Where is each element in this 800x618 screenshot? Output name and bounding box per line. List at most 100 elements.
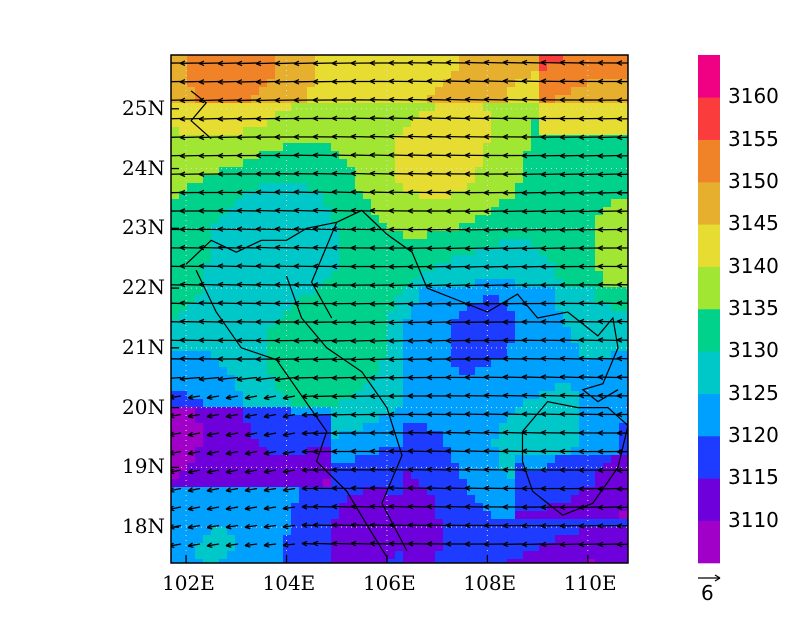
wind-vector [388,226,410,233]
wind-vector [521,504,543,510]
wind-vector [331,282,353,288]
wind-vector [464,245,486,252]
wind-vector [578,430,600,436]
wind-vector [217,97,239,104]
wind-vector [483,152,505,159]
wind-vector [445,264,467,270]
wind-vector [187,542,201,549]
wind-vector [597,134,619,141]
wind-vector [407,374,429,381]
wind-vector [388,356,410,363]
wind-vector [301,485,315,492]
wind-vector [426,264,448,270]
wind-vector [502,522,524,529]
wind-vector [540,300,562,307]
wind-vector [464,522,486,529]
wind-vector [171,173,182,175]
wind-vector [521,227,543,233]
wind-vector [369,393,391,400]
wind-vector [263,505,277,511]
wind-vector [578,226,600,233]
wind-vector [578,467,600,474]
wind-vector [312,133,334,140]
wind-vector [483,208,505,215]
wind-vector [540,152,562,159]
wind-vector [502,208,524,215]
wind-vector [179,300,201,306]
wind-vector [312,319,334,326]
wind-vector [502,300,524,307]
wind-vector [597,153,619,159]
wind-vector [616,134,628,141]
wind-vector [244,487,258,493]
wind-vector [350,430,372,436]
wind-vector [187,412,201,419]
wind-vector [225,431,239,438]
wind-vector [331,411,353,418]
wind-vector [407,96,429,103]
wind-vector [407,152,429,158]
wind-vector [502,466,524,473]
wind-vector [597,392,619,399]
wind-vector [255,319,277,325]
wind-vector [301,503,315,510]
border-line [190,90,212,140]
wind-vector [312,97,334,103]
wind-vector [255,97,277,104]
wind-vector [301,411,315,418]
wind-vector [464,301,486,307]
wind-vector [282,523,296,530]
wind-vector [407,540,429,547]
wind-vector [388,60,410,66]
wind-vector [244,542,258,548]
wind-vector [521,263,543,270]
wind-vector [255,115,277,122]
wind-vector [312,282,334,288]
wind-vector [540,96,562,103]
wind-vector [255,281,277,288]
wind-vector [206,413,220,419]
wind-vector [521,522,543,529]
wind-vector [171,284,182,286]
wind-vector [217,134,239,141]
wind-vector [502,171,524,178]
wind-vector [187,505,201,512]
wind-vector [578,355,600,362]
wind-vector [369,207,391,214]
wind-vector [179,375,201,382]
wind-vector [331,319,353,326]
wind-vector [369,522,391,528]
wind-vector [236,207,258,214]
wind-vector [445,282,467,289]
wind-vector [597,226,619,233]
wind-vector [426,429,448,436]
wind-vector [171,228,182,231]
wind-vector [559,355,581,362]
wind-vector [274,356,296,363]
wind-vector [521,429,543,436]
wind-vector [171,62,182,64]
colorbar-label: 3145 [728,211,779,236]
wind-vector [350,503,372,510]
wind-vector [179,97,201,104]
wind-vector [407,429,429,436]
wind-vector [407,189,429,196]
wind-vector [217,60,239,67]
wind-vector [597,486,619,492]
wind-vector [521,245,543,252]
wind-vector [578,392,600,399]
wind-vector [312,448,334,455]
colorbar-label: 3125 [728,380,779,405]
wind-vector [445,226,467,233]
wind-vector [521,190,543,196]
wind-vector [350,97,372,103]
wind-vector [255,189,277,196]
wind-vector [597,541,619,548]
border-line [285,275,408,552]
wind-vector [540,392,562,399]
wind-vector [445,115,467,121]
wind-vector [312,78,334,85]
wind-vector [407,208,429,214]
wind-vector [198,79,220,85]
